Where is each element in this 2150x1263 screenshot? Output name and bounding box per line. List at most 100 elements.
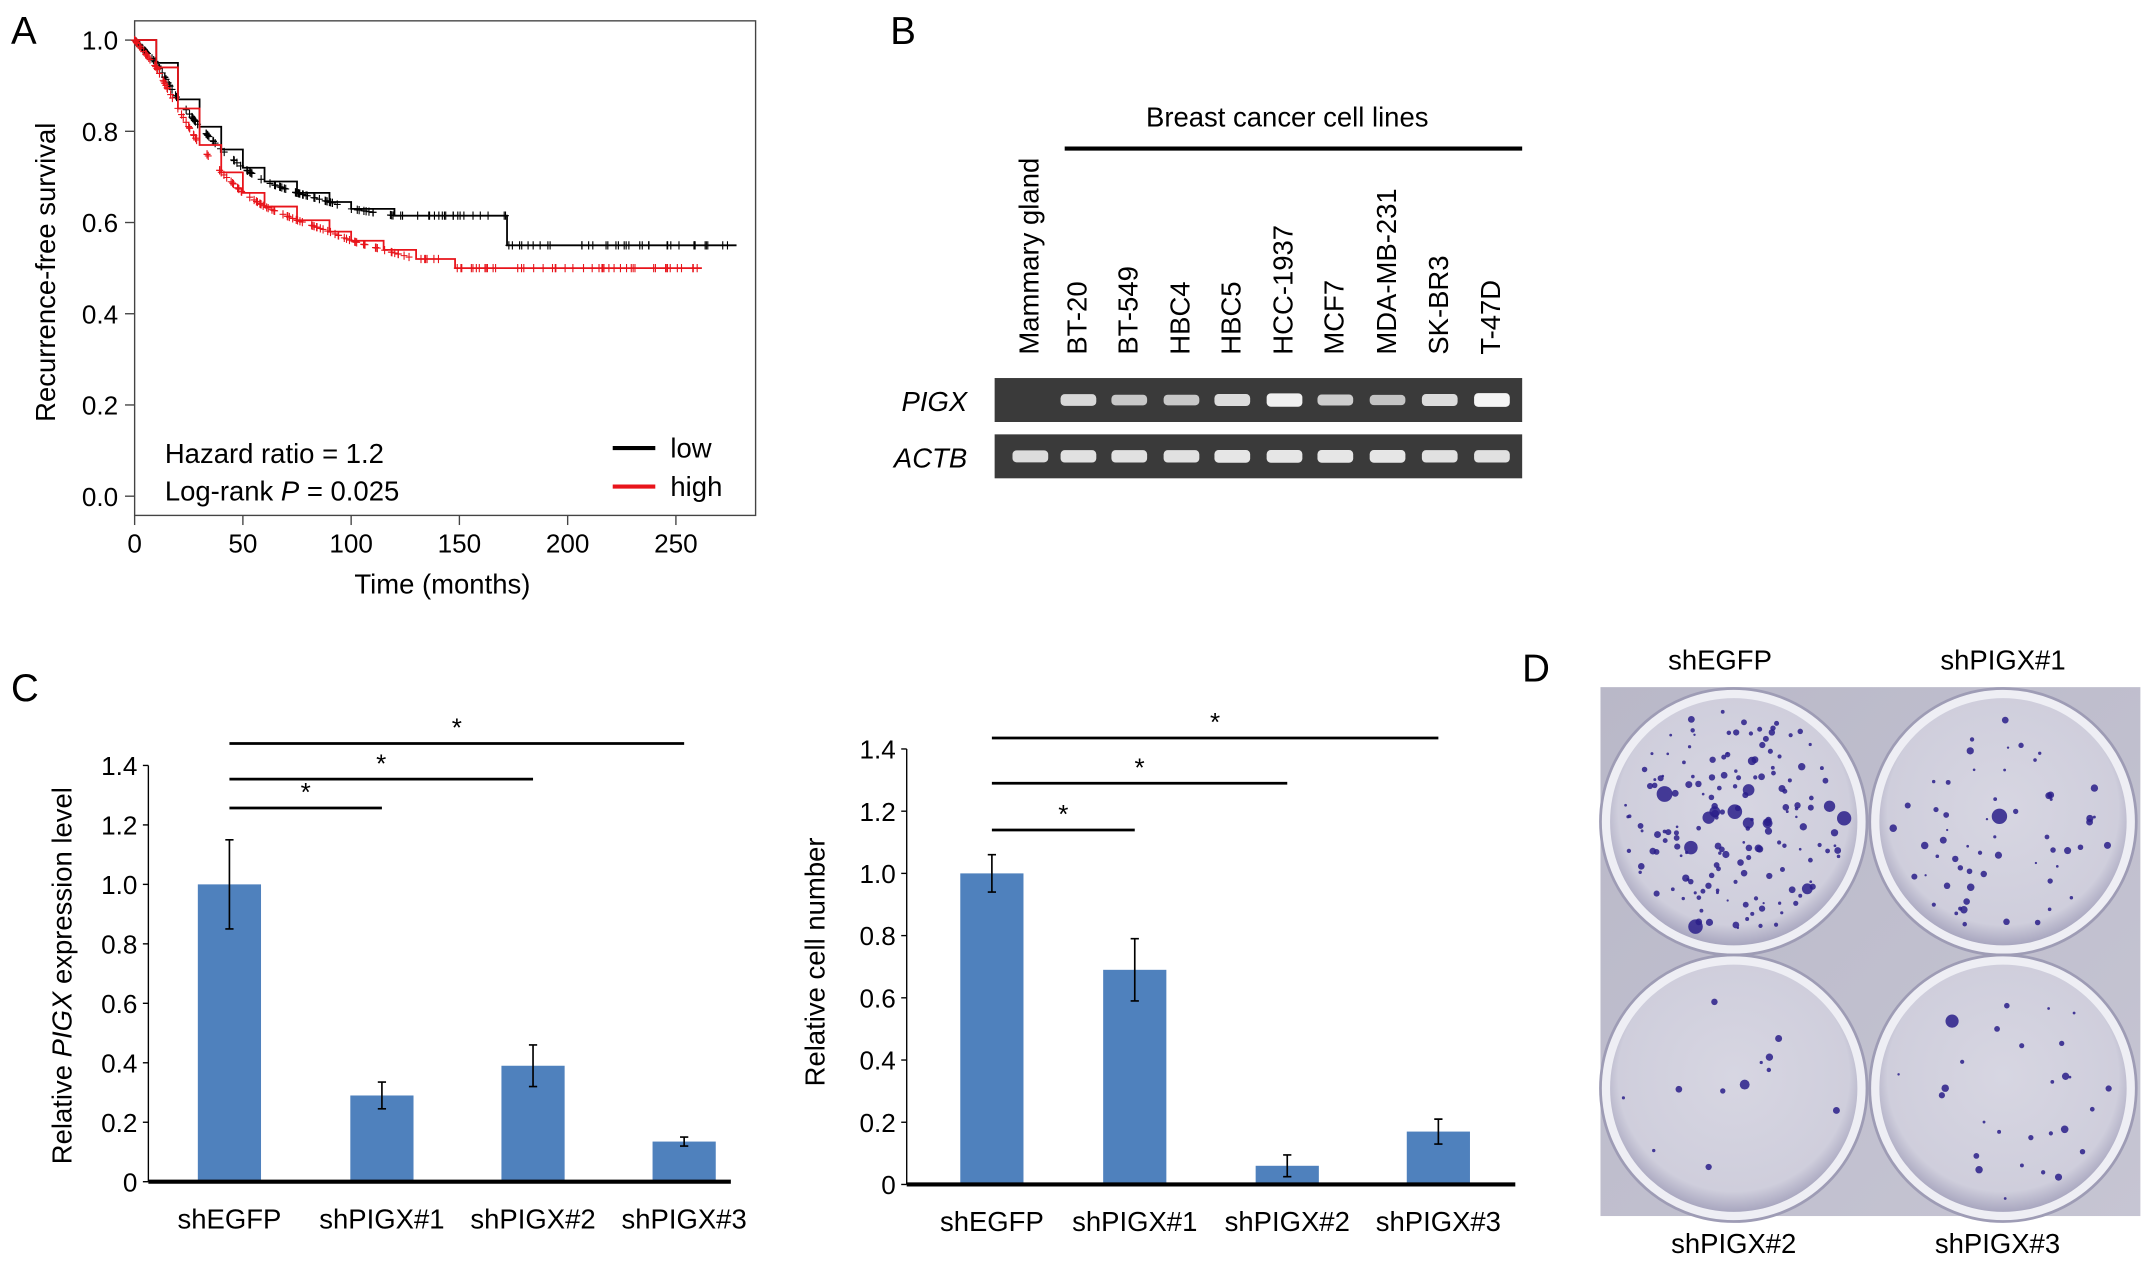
colony (1837, 811, 1852, 826)
colony (1719, 809, 1725, 815)
censor-mark (185, 122, 193, 131)
colony (1825, 848, 1830, 854)
colony (1733, 729, 1740, 736)
colony (1745, 844, 1753, 852)
colony (1750, 911, 1755, 916)
colony (1675, 825, 1679, 829)
bar-shEGFP (197, 884, 262, 1182)
colony (1696, 895, 1702, 900)
censor-mark (204, 151, 212, 161)
colony (1670, 887, 1675, 892)
censor-mark (272, 181, 279, 190)
x-tick-label: shPIGX#1 (1072, 1206, 1197, 1237)
colony (1721, 754, 1727, 760)
colony (2086, 818, 2093, 826)
colony (1742, 841, 1746, 844)
colony (1798, 893, 1803, 898)
colony (2047, 907, 2052, 912)
colony (1626, 848, 1632, 854)
colony (1809, 880, 1813, 884)
colony (1746, 855, 1752, 861)
legend-label-low: low (670, 433, 711, 464)
censor-mark (650, 264, 658, 273)
colony (1733, 879, 1738, 884)
censor-mark (333, 200, 341, 209)
colony (1766, 1067, 1772, 1073)
colony (1716, 866, 1721, 872)
colony (1966, 868, 1973, 875)
significance-star: * (452, 713, 462, 743)
bar-shPIGX#3 (652, 1141, 716, 1182)
censor-mark (484, 211, 492, 220)
censor-mark (475, 264, 483, 273)
colony (2103, 841, 2112, 849)
colony (1748, 731, 1754, 736)
colony (1719, 846, 1725, 853)
colony (1745, 917, 1750, 922)
censor-mark (458, 264, 466, 273)
colony (1690, 728, 1695, 733)
censor-mark (530, 264, 538, 273)
censor-mark (173, 92, 180, 102)
colony (1724, 751, 1731, 758)
colony (2028, 1134, 2034, 1141)
colony (1993, 797, 1998, 802)
gel-band (1369, 394, 1406, 406)
colony (1911, 873, 1918, 880)
colony (1975, 1166, 1983, 1174)
censor-mark (161, 79, 169, 88)
censor-mark (203, 150, 211, 159)
colony (1637, 823, 1644, 829)
colony (1939, 836, 1947, 844)
colony (1693, 891, 1697, 895)
panel-label-c: C (11, 667, 39, 710)
colony (1675, 1085, 1683, 1093)
colony (1695, 780, 1702, 788)
colony (1945, 779, 1951, 785)
colony (1977, 850, 1983, 855)
logrank-suffix: = 0.025 (299, 475, 399, 506)
colony (1966, 844, 1970, 848)
colony (1798, 847, 1802, 851)
lane-label: MCF7 (1319, 280, 1350, 355)
censor-mark (284, 212, 292, 221)
colony (1994, 1025, 2000, 1032)
y-axis-label: Recurrence-free survival (30, 123, 61, 422)
x-axis-label: Time (months) (354, 569, 530, 600)
colony (1823, 800, 1836, 812)
lane-label: HBC5 (1216, 281, 1247, 354)
censor-mark (638, 241, 646, 250)
x-tick-label: shPIGX#3 (622, 1203, 747, 1234)
x-tick-label: shEGFP (940, 1206, 1044, 1237)
well-label: shPIGX#1 (1940, 644, 2065, 675)
censor-mark (454, 211, 462, 220)
censor-mark (400, 251, 408, 260)
y-tick-label: 1.2 (101, 811, 137, 841)
censor-mark (246, 193, 254, 202)
colony (1777, 754, 1782, 759)
colony (1687, 715, 1695, 723)
colony (2013, 808, 2019, 815)
censor-mark (143, 52, 151, 61)
colony (1716, 785, 1722, 791)
censor-mark (310, 193, 318, 202)
x-tick-label: 0 (127, 529, 142, 559)
colony (1709, 756, 1716, 763)
y-tick-label: 1.4 (859, 735, 895, 765)
censor-mark (369, 208, 377, 217)
censor-mark (691, 241, 699, 250)
colony (1960, 1059, 1965, 1064)
colony (2069, 896, 2074, 900)
colony (1741, 719, 1747, 726)
y-tick-label: 0.6 (82, 208, 118, 238)
colony (2077, 844, 2084, 851)
colony (1834, 847, 1842, 854)
censor-mark (223, 173, 231, 182)
bar-shEGFP (960, 873, 1024, 1185)
colony (1771, 770, 1776, 776)
logrank-p: P (281, 475, 300, 506)
colony (1708, 794, 1715, 801)
gel-band (1369, 449, 1406, 463)
colony (1627, 814, 1632, 819)
censor-mark (516, 241, 524, 250)
